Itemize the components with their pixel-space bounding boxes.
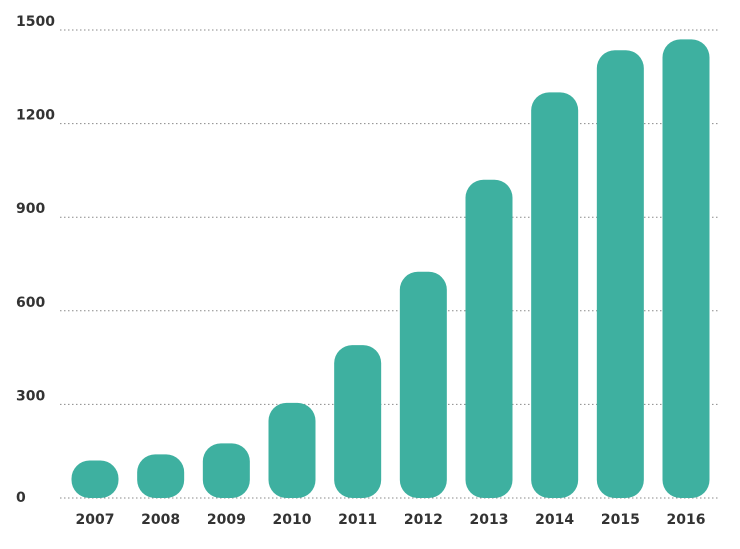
x-tick-label: 2012 <box>404 512 443 528</box>
x-tick-label: 2008 <box>141 512 180 528</box>
bar-2010 <box>268 402 316 498</box>
x-axis-ticks: 2007 2008 2009 2010 2011 2012 2013 2014 2015 2016 <box>76 512 706 528</box>
x-tick-label: 2010 <box>273 512 312 528</box>
bar-2007 <box>71 460 119 498</box>
y-tick-label: 600 <box>16 295 45 311</box>
y-tick-label: 0 <box>16 490 26 506</box>
y-tick-label: 1200 <box>16 108 55 124</box>
x-tick-label: 2016 <box>667 512 706 528</box>
x-tick-label: 2009 <box>207 512 246 528</box>
x-tick-label: 2007 <box>76 512 115 528</box>
bar-2014 <box>531 92 579 499</box>
bar-2016 <box>662 39 710 499</box>
bar-series <box>71 39 710 499</box>
bar-2009 <box>202 443 250 498</box>
y-tick-label: 1500 <box>16 14 55 30</box>
bar-2012 <box>399 271 447 498</box>
y-axis-ticks: 0 300 600 900 1200 1500 <box>16 14 55 506</box>
bar-2008 <box>137 454 185 498</box>
y-tick-label: 900 <box>16 201 45 217</box>
y-tick-label: 300 <box>16 388 45 404</box>
bar-2011 <box>334 345 382 498</box>
x-tick-label: 2014 <box>535 512 574 528</box>
x-tick-label: 2015 <box>601 512 640 528</box>
bar-2013 <box>465 179 513 498</box>
x-tick-label: 2011 <box>338 512 377 528</box>
bar-2015 <box>596 50 644 498</box>
x-tick-label: 2013 <box>470 512 509 528</box>
